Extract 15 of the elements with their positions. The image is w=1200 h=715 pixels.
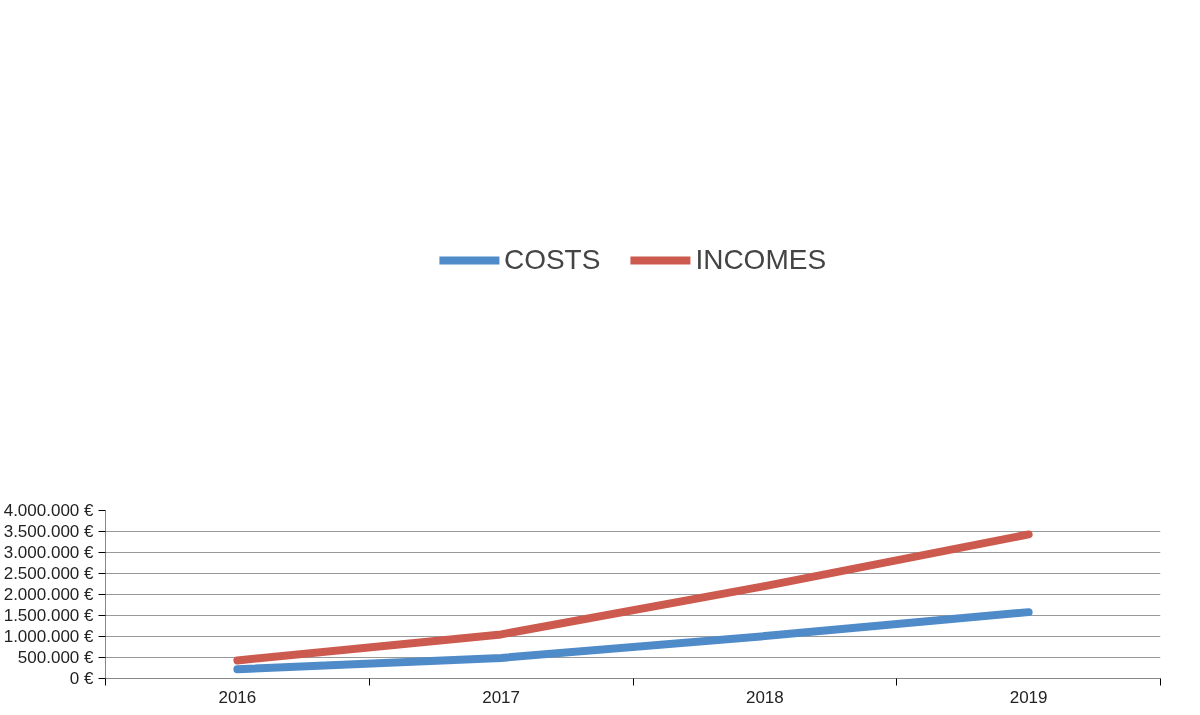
y-tick-label: 1.500.000 €	[3, 606, 95, 625]
y-tick-label: 2.500.000 €	[3, 564, 95, 583]
x-tick-label: 2018	[745, 687, 784, 707]
x-tick-label: 2019	[1009, 687, 1048, 707]
y-tick-label: 3.500.000 €	[3, 522, 95, 541]
y-tick-label: 500.000 €	[17, 648, 95, 667]
y-tick-label: 1.000.000 €	[3, 627, 95, 646]
legend-label: INCOMES	[695, 244, 827, 276]
x-tick-label: 2017	[482, 687, 521, 707]
x-tick-label: 2016	[218, 687, 257, 707]
legend-label: COSTS	[503, 244, 601, 276]
y-tick-label: 0 €	[69, 669, 95, 688]
y-tick-label: 2.000.000 €	[3, 585, 95, 604]
y-tick-label: 4.000.000 €	[3, 501, 95, 520]
y-tick-label: 3.000.000 €	[3, 543, 95, 562]
